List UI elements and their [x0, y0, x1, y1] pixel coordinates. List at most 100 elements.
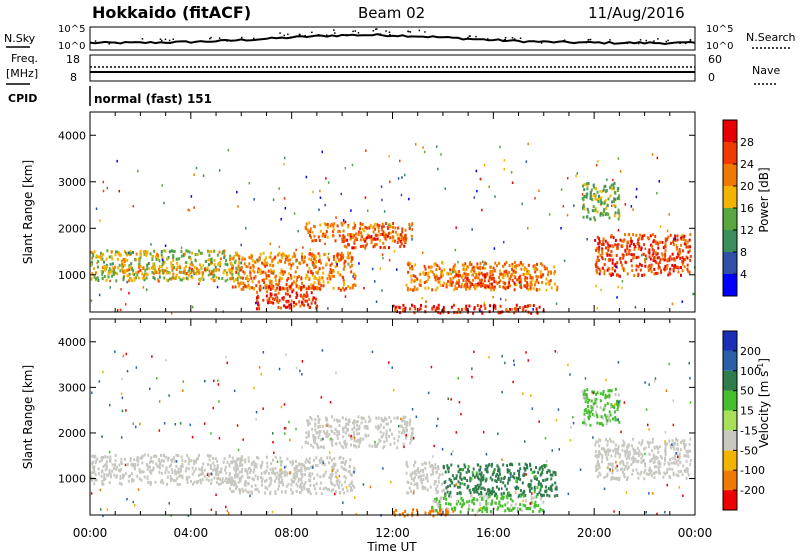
heatmap-cell	[334, 265, 337, 269]
heatmap-cell	[540, 274, 543, 278]
heatmap-cell	[362, 227, 364, 231]
heatmap-cell	[126, 462, 129, 466]
heatmap-cell	[659, 258, 662, 262]
heatmap-cell	[659, 240, 662, 244]
heatmap-cell	[321, 276, 324, 280]
heatmap-cell	[500, 496, 503, 500]
heatmap-cell	[245, 265, 248, 268]
heatmap-cell	[317, 425, 320, 429]
heatmap-cell	[219, 261, 221, 265]
heatmap-cell	[343, 442, 346, 446]
heatmap-cell	[662, 475, 665, 479]
heatmap-cell	[409, 441, 412, 445]
heatmap-cell	[196, 252, 199, 256]
heatmap-cell	[540, 262, 542, 266]
heatmap-scatter-cell	[476, 189, 478, 193]
heatmap-scatter-cell	[592, 391, 595, 395]
beam-title: Beam 02	[358, 4, 425, 22]
heatmap-cell	[596, 391, 599, 395]
heatmap-cell	[311, 427, 314, 431]
heatmap-cell	[370, 238, 373, 242]
heatmap-cell	[518, 472, 520, 476]
heatmap-cell	[516, 495, 519, 499]
heatmap-cell	[589, 423, 592, 427]
heatmap-cell	[499, 304, 502, 308]
heatmap-cell	[333, 258, 335, 261]
heatmap-cell	[587, 182, 590, 185]
heatmap-cell	[649, 267, 652, 271]
heatmap-cell	[358, 441, 361, 445]
heatmap-cell	[410, 472, 413, 476]
heatmap-cell	[131, 272, 134, 276]
heatmap-cell	[546, 267, 549, 271]
heatmap-scatter-cell	[278, 367, 281, 371]
heatmap-cell	[663, 267, 666, 271]
heatmap-scatter-cell	[671, 302, 674, 306]
heatmap-cell	[328, 274, 331, 278]
heatmap-cell	[228, 463, 231, 467]
heatmap-cell	[315, 297, 318, 301]
heatmap-cell	[582, 392, 585, 396]
heatmap-cell	[179, 474, 182, 478]
heatmap-scatter-cell	[288, 420, 290, 424]
heatmap-cell	[251, 477, 254, 481]
heatmap-cell	[344, 480, 346, 484]
heatmap-cell	[153, 265, 156, 269]
heatmap-cell	[309, 234, 311, 237]
heatmap-cell	[249, 266, 252, 270]
heatmap-cell	[271, 286, 274, 290]
heatmap-cell	[611, 187, 614, 191]
nave-tick-top: 60	[708, 53, 722, 66]
heatmap-cell	[286, 286, 289, 290]
heatmap-scatter-cell	[350, 434, 352, 438]
heatmap-cell	[332, 269, 334, 272]
heatmap-cell	[214, 457, 217, 461]
heatmap-cell	[146, 263, 149, 267]
heatmap-scatter-cell	[527, 227, 529, 230]
noise-search-dot	[326, 34, 328, 36]
heatmap-cell	[122, 276, 125, 280]
heatmap-cell	[676, 234, 679, 238]
heatmap-scatter-cell	[651, 492, 654, 495]
heatmap-cell	[442, 284, 445, 288]
heatmap-cell	[135, 276, 137, 280]
heatmap-cell	[328, 424, 331, 428]
heatmap-cell	[401, 417, 404, 421]
heatmap-cell	[601, 252, 604, 256]
heatmap-cell	[544, 478, 547, 482]
heatmap-cell	[530, 501, 533, 505]
heatmap-cell	[606, 414, 609, 418]
heatmap-cell	[372, 230, 375, 234]
heatmap-cell	[618, 399, 621, 403]
heatmap-cell	[410, 438, 413, 442]
heatmap-scatter-cell	[520, 283, 522, 286]
heatmap-cell	[396, 416, 399, 420]
heatmap-cell	[375, 242, 378, 246]
heatmap-cell	[281, 270, 284, 274]
heatmap-cell	[598, 267, 601, 271]
heatmap-scatter-cell	[644, 247, 647, 251]
heatmap-scatter-cell	[475, 169, 478, 173]
heatmap-cell	[687, 454, 690, 458]
heatmap-cell	[397, 439, 400, 443]
heatmap-cell	[101, 458, 104, 462]
heatmap-cell	[472, 278, 475, 282]
heatmap-cell	[550, 489, 553, 493]
heatmap-scatter-cell	[125, 409, 127, 412]
heatmap-cell	[240, 470, 243, 474]
heatmap-cell	[293, 275, 296, 279]
heatmap-cell	[286, 255, 289, 259]
heatmap-cell	[596, 462, 599, 466]
heatmap-cell	[344, 425, 347, 429]
heatmap-cell	[517, 486, 520, 490]
heatmap-scatter-cell	[399, 159, 401, 163]
heatmap-cell	[199, 263, 201, 267]
heatmap-cell	[663, 471, 666, 475]
heatmap-cell	[113, 467, 116, 470]
heatmap-cell	[277, 487, 280, 491]
heatmap-cell	[511, 265, 514, 269]
heatmap-scatter-cell	[319, 196, 322, 199]
heatmap-cell	[136, 273, 139, 277]
heatmap-cell	[546, 477, 549, 481]
heatmap-cell	[407, 481, 410, 485]
